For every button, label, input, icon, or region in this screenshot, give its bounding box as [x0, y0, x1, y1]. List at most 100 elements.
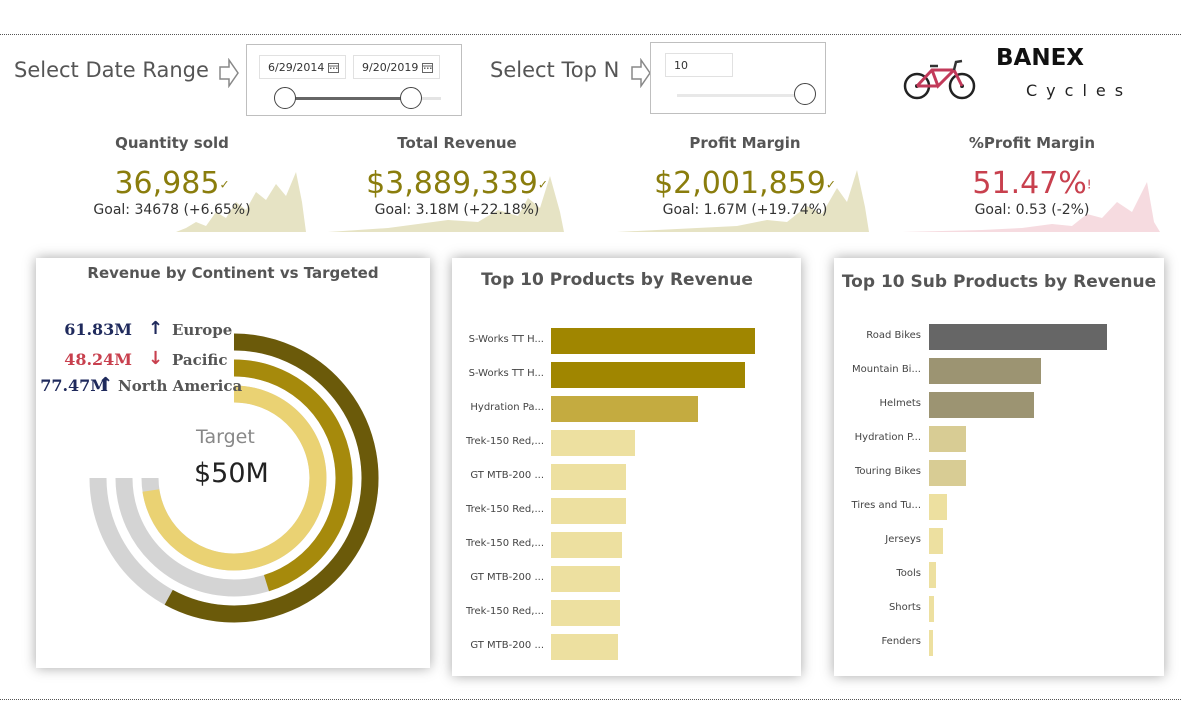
kpi-status-icon: ! — [1086, 177, 1092, 192]
radial-bar-pacific[interactable] — [233, 359, 353, 592]
kpi-sparkline-area — [176, 172, 306, 232]
start-date-input[interactable]: 6/29/2014 — [259, 55, 346, 79]
top-n-slicer[interactable]: 10 — [650, 42, 826, 114]
bar[interactable] — [551, 362, 745, 388]
legend-value: 77.47M — [40, 376, 108, 395]
date-range-label: Select Date Range — [14, 58, 209, 82]
kpi-value: $3,889,339✓ — [327, 166, 587, 201]
top-products-panel: Top 10 Products by Revenue S-Works TT H.… — [452, 258, 801, 676]
bar-category-label: GT MTB-200 ... — [470, 640, 544, 651]
radial-bar-europe[interactable] — [164, 333, 379, 623]
top-n-slider-track[interactable] — [677, 94, 807, 97]
radial-bar-north-america[interactable] — [142, 385, 327, 571]
kpi-value-text: $2,001,859 — [654, 166, 826, 201]
bar-category-label: GT MTB-200 ... — [470, 470, 544, 481]
date-slider-start-handle[interactable] — [274, 87, 296, 109]
bar[interactable] — [929, 494, 947, 520]
kpi-value-text: 51.47% — [972, 166, 1087, 201]
bar[interactable] — [551, 532, 623, 558]
top-sub-products-panel: Top 10 Sub Products by Revenue Road Bike… — [834, 258, 1164, 676]
legend-name: Europe — [172, 321, 233, 339]
kpi-sparkline — [902, 182, 1160, 232]
bar[interactable] — [551, 634, 619, 660]
kpi-title: %Profit Margin — [968, 134, 1096, 152]
date-slider-end-handle[interactable] — [400, 87, 422, 109]
bar[interactable] — [551, 430, 635, 456]
kpi-sparkline-area — [617, 170, 869, 232]
bar[interactable] — [929, 528, 944, 554]
bar[interactable] — [929, 392, 1035, 418]
top-n-value: 10 — [674, 59, 688, 72]
kpi-goal: Goal: 3.18M (+22.18%) — [374, 202, 540, 218]
bar[interactable] — [551, 566, 621, 592]
bar[interactable] — [929, 562, 937, 588]
date-range-slicer[interactable]: 6/29/2014 9/20/2019 — [246, 44, 462, 116]
down-arrow-icon: ↓ — [148, 348, 164, 369]
bar[interactable] — [929, 426, 967, 452]
bicycle-logo-icon — [903, 59, 976, 100]
bar-category-label: Helmets — [879, 398, 921, 409]
target-value: $50M — [194, 458, 269, 489]
bar[interactable] — [929, 324, 1107, 350]
bar-category-label: Mountain Bi... — [852, 364, 921, 375]
bar-category-label: Fenders — [881, 636, 921, 647]
bar[interactable] — [929, 358, 1042, 384]
continent-chart-title: Revenue by Continent vs Targeted — [87, 264, 379, 282]
bar-category-label: Trek-150 Red,... — [465, 538, 544, 549]
bar-category-label: Trek-150 Red,... — [465, 504, 544, 515]
end-date-input[interactable]: 9/20/2019 — [353, 55, 440, 79]
bar-category-label: Shorts — [888, 602, 921, 613]
radial-bar-chart — [89, 333, 379, 623]
kpi-value: 51.47%! — [902, 166, 1162, 201]
kpi-sparkline-area — [328, 176, 564, 232]
kpi-goal: Goal: 1.67M (+19.74%) — [662, 202, 828, 218]
kpi-value-text: $3,889,339 — [366, 166, 538, 201]
kpi-sparkline — [617, 170, 869, 232]
bar[interactable] — [929, 630, 933, 656]
kpi-title: Total Revenue — [397, 134, 517, 152]
bar-category-label: Touring Bikes — [854, 466, 921, 477]
top-products-title: Top 10 Products by Revenue — [481, 270, 753, 290]
kpi-goal: Goal: 0.53 (-2%) — [974, 202, 1090, 218]
calendar-icon[interactable] — [328, 62, 339, 73]
brand-name: BANEX — [996, 45, 1085, 71]
date-slider-range — [285, 97, 411, 100]
kpi-title: Quantity sold — [115, 134, 229, 152]
kpi-value-text: 36,985 — [114, 166, 220, 201]
kpi-goal: Goal: 34678 (+6.65%) — [93, 202, 251, 218]
bar[interactable] — [551, 600, 621, 626]
bar-category-label: GT MTB-200 ... — [470, 572, 544, 583]
legend-name: Pacific — [172, 351, 228, 369]
bar-category-label: S-Works TT H... — [468, 368, 544, 379]
bar[interactable] — [551, 498, 627, 524]
up-arrow-icon: ↑ — [98, 374, 114, 395]
kpi-status-icon: ✓ — [537, 177, 548, 192]
top-n-slider-handle[interactable] — [794, 83, 816, 105]
start-date-value: 6/29/2014 — [268, 61, 325, 74]
top-n-label: Select Top N — [490, 58, 620, 82]
bar[interactable] — [551, 464, 627, 490]
bar-category-label: S-Works TT H... — [468, 334, 544, 345]
bar-category-label: Trek-150 Red,... — [465, 606, 544, 617]
bar[interactable] — [551, 396, 698, 422]
end-date-value: 9/20/2019 — [362, 61, 419, 74]
bar-category-label: Hydration Pa... — [470, 402, 544, 413]
right-arrow-icon — [631, 58, 651, 88]
bar[interactable] — [929, 460, 967, 486]
bar-category-label: Jerseys — [885, 534, 921, 545]
kpi-status-icon: ✓ — [219, 177, 230, 192]
legend-value: 61.83M — [64, 320, 132, 339]
calendar-icon[interactable] — [422, 62, 433, 73]
top-n-input[interactable]: 10 — [665, 53, 733, 77]
bar-category-label: Tires and Tu... — [851, 500, 921, 511]
legend-name: North America — [118, 377, 243, 395]
bottom-divider — [0, 699, 1181, 700]
bar[interactable] — [551, 328, 755, 354]
kpi-value: $2,001,859✓ — [615, 166, 875, 201]
kpi-status-icon: ✓ — [825, 177, 836, 192]
kpi-sparkline-area — [902, 182, 1160, 232]
bar-category-label: Tools — [896, 568, 921, 579]
kpi-title: Profit Margin — [689, 134, 801, 152]
bar[interactable] — [929, 596, 935, 622]
bar-category-label: Trek-150 Red,... — [465, 436, 544, 447]
